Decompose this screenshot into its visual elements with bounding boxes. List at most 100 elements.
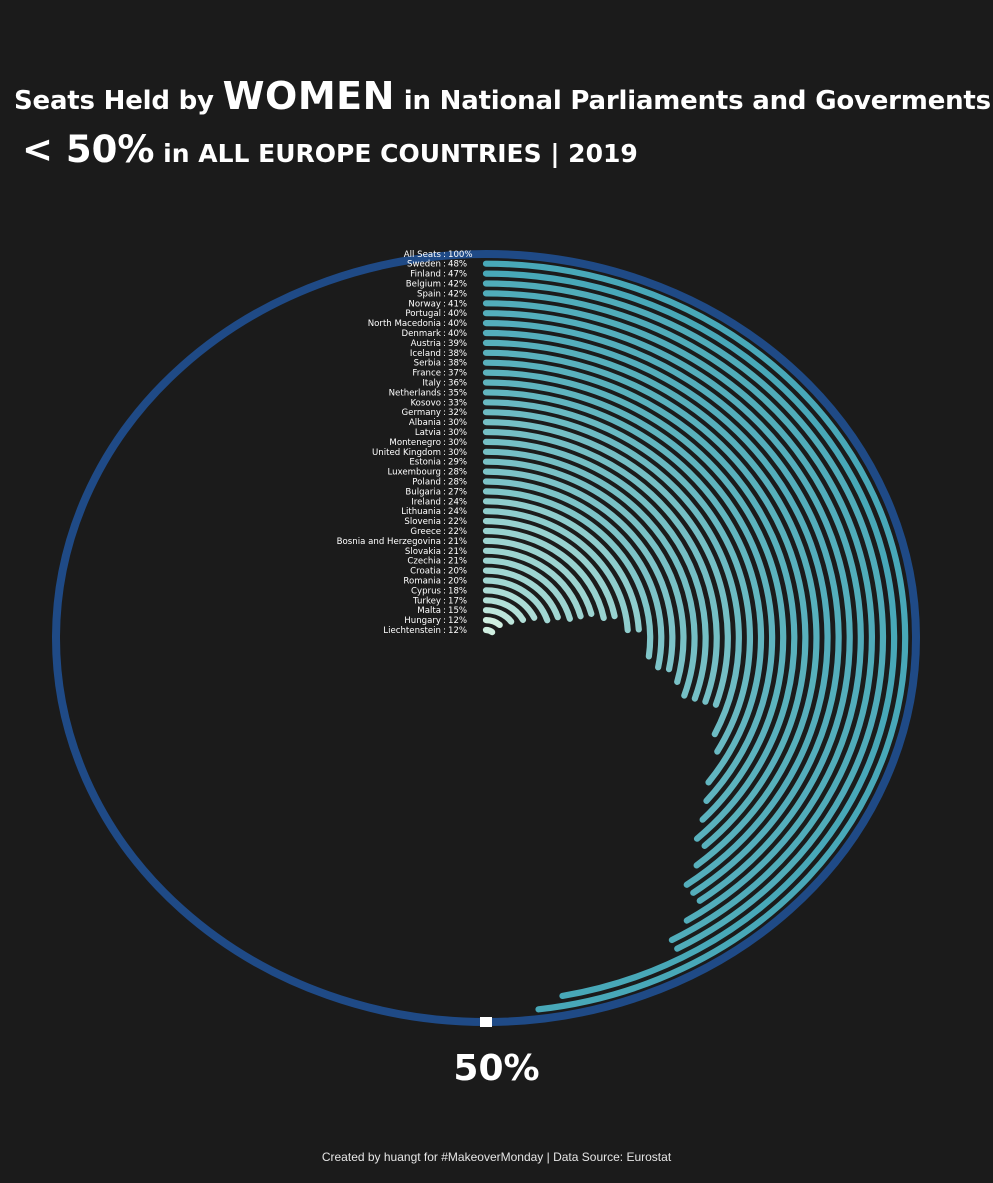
label-separator: : (443, 448, 446, 458)
label-separator: : (443, 418, 446, 428)
value-luxembourg: 28% (448, 468, 467, 478)
label-bulgaria: Bulgaria (405, 487, 441, 497)
subtitle-text: in ALL EUROPE COUNTRIES | 2019 (154, 139, 638, 168)
label-all-seats: All Seats (404, 250, 442, 260)
value-portugal: 40% (448, 309, 467, 319)
label-separator: : (443, 586, 446, 596)
label-separator: : (443, 408, 446, 418)
value-malta: 15% (448, 606, 467, 616)
label-kosovo: Kosovo (410, 398, 441, 408)
label-slovakia: Slovakia (405, 547, 441, 557)
label-czechia: Czechia (407, 557, 441, 567)
value-turkey: 17% (448, 596, 467, 606)
value-norway: 41% (448, 299, 467, 309)
value-greece: 22% (448, 527, 467, 537)
bar-greece (482, 527, 607, 622)
bar-poland (482, 478, 665, 671)
value-poland: 28% (448, 478, 467, 488)
value-kosovo: 33% (448, 398, 467, 408)
bar-serbia (482, 359, 798, 842)
bar-bosnia-and-herzegovina (482, 537, 595, 617)
bar-malta (482, 607, 515, 625)
label-iceland: Iceland (410, 349, 441, 359)
bar-bulgaria (482, 488, 654, 660)
label-separator: : (443, 527, 446, 537)
label-hungary: Hungary (404, 616, 441, 626)
value-serbia: 38% (448, 359, 467, 369)
bar-ireland (482, 498, 642, 633)
label-separator: : (443, 359, 446, 369)
label-separator: : (443, 507, 446, 517)
value-bosnia-and-herzegovina: 21% (448, 537, 467, 547)
bar-sweden (482, 260, 909, 1013)
bar-croatia (482, 567, 561, 621)
bar-liechtenstein (482, 626, 496, 636)
value-lithuania: 24% (448, 507, 467, 517)
label-montenegro: Montenegro (389, 438, 441, 448)
label-denmark: Denmark (402, 329, 442, 339)
bar-cyprus (482, 587, 538, 621)
value-united-kingdom: 30% (448, 448, 467, 458)
bar-belgium (482, 280, 887, 952)
bar-hungary (482, 617, 503, 629)
value-ireland: 24% (448, 497, 467, 507)
value-bulgaria: 27% (448, 487, 467, 497)
title-suffix: in National Parliaments and Goverments (394, 86, 991, 116)
label-separator: : (443, 517, 446, 527)
bar-romania (482, 577, 551, 624)
title-emphasis-women: WOMEN (222, 74, 395, 118)
bar-luxembourg (482, 468, 676, 673)
label-separator: : (443, 497, 446, 507)
value-spain: 42% (448, 289, 467, 299)
label-separator: : (443, 616, 446, 626)
label-separator: : (443, 319, 446, 329)
value-croatia: 20% (448, 567, 467, 577)
label-sweden: Sweden (407, 260, 441, 270)
value-liechtenstein: 12% (448, 626, 467, 636)
footer-credit: Created by huangt for #MakeoverMonday | … (321, 1150, 672, 1164)
value-finland: 47% (448, 270, 467, 280)
label-cyprus: Cyprus (411, 586, 442, 596)
bar-latvia (482, 428, 720, 705)
label-belgium: Belgium (406, 280, 441, 290)
value-albania: 30% (448, 418, 467, 428)
bar-austria (482, 339, 820, 869)
label-separator: : (443, 596, 446, 606)
value-iceland: 38% (448, 349, 467, 359)
label-separator: : (443, 270, 446, 280)
value-estonia: 29% (448, 458, 467, 468)
bar-kosovo (482, 399, 754, 755)
label-separator: : (443, 369, 446, 379)
value-all-seats: 100% (448, 250, 473, 260)
label-separator: : (443, 299, 446, 309)
half-marker-label: 50% (453, 1048, 540, 1089)
label-separator: : (443, 537, 446, 547)
value-austria: 39% (448, 339, 467, 349)
bar-slovenia (482, 518, 618, 620)
half-marker (480, 1017, 492, 1027)
bar-germany (482, 409, 742, 738)
label-separator: : (443, 626, 446, 636)
label-separator: : (443, 260, 446, 270)
label-portugal: Portugal (405, 309, 441, 319)
label-separator: : (443, 329, 446, 339)
label-separator: : (443, 487, 446, 497)
label-separator: : (443, 250, 446, 260)
value-slovakia: 21% (448, 547, 467, 557)
reference-ring-all-seats (52, 250, 920, 1027)
chart-title: Seats Held by WOMEN in National Parliame… (14, 74, 991, 118)
bar-turkey (482, 597, 527, 623)
label-separator: : (443, 557, 446, 567)
label-greece: Greece (410, 527, 441, 537)
bar-united-kingdom (482, 448, 698, 699)
label-separator: : (443, 349, 446, 359)
value-latvia: 30% (448, 428, 467, 438)
label-separator: : (443, 478, 446, 488)
label-separator: : (443, 547, 446, 557)
bar-albania (482, 419, 731, 708)
label-luxembourg: Luxembourg (387, 468, 441, 478)
label-lithuania: Lithuania (401, 507, 441, 517)
label-separator: : (443, 567, 446, 577)
value-hungary: 12% (448, 616, 467, 626)
bar-norway (482, 300, 864, 924)
